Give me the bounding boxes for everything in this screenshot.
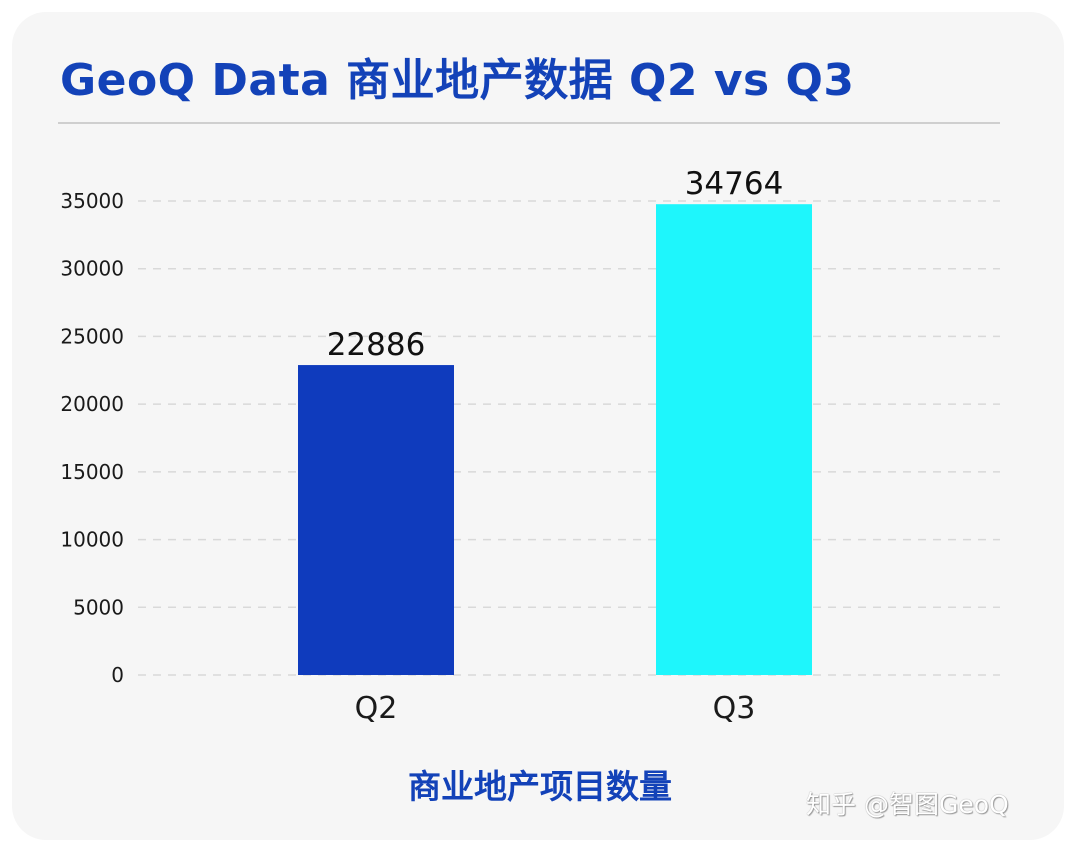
y-tick-label: 10000 (60, 528, 124, 552)
chart-card (12, 12, 1064, 840)
x-axis-ticks: Q2 Q3 (355, 691, 756, 726)
y-tick-label: 25000 (60, 324, 124, 348)
y-tick-label: 0 (111, 663, 124, 687)
data-label-q3: 34764 (685, 166, 784, 202)
y-tick-label: 35000 (60, 189, 124, 213)
bar-q3 (656, 204, 812, 676)
bars (298, 204, 812, 676)
title-divider (58, 122, 1000, 124)
x-tick-label-q2: Q2 (355, 691, 398, 726)
data-labels: 22886 34764 (327, 166, 784, 363)
y-tick-label: 5000 (73, 595, 124, 619)
x-tick-label-q3: Q3 (713, 691, 756, 726)
bar-q2 (298, 365, 454, 675)
y-axis-ticks: 0 5000 10000 15000 20000 25000 30000 35000 (60, 189, 124, 687)
grid-lines (138, 200, 1000, 676)
y-tick-label: 15000 (60, 460, 124, 484)
y-tick-label: 30000 (60, 257, 124, 281)
chart-title: GeoQ Data 商业地产数据 Q2 vs Q3 (60, 55, 855, 106)
watermark: 知乎 @智图GeoQ (806, 790, 1009, 819)
x-axis-label: 商业地产项目数量 (408, 767, 672, 806)
data-label-q2: 22886 (327, 327, 426, 363)
y-tick-label: 20000 (60, 392, 124, 416)
